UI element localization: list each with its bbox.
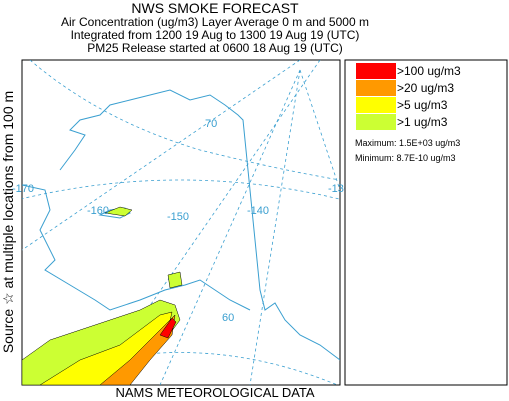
- map-label: -150: [167, 211, 189, 223]
- smoke: [21, 206, 183, 386]
- subtitle: Air Concentration (ug/m3) Layer Average …: [61, 15, 369, 29]
- map-frame: [21, 59, 341, 386]
- meridian: [22, 60, 301, 251]
- legend-label: >20 ug/m3: [397, 81, 454, 95]
- minimum: Minimum: 8.7E-10 ug/m3: [355, 153, 456, 163]
- legend-swatch: [356, 97, 396, 113]
- map-label: -140: [247, 205, 269, 217]
- legend-swatch: [356, 114, 396, 130]
- subtitle: PM25 Release started at 0600 18 Aug 19 (…: [87, 41, 342, 55]
- parallel: [29, 60, 340, 181]
- map-label: -170: [12, 183, 34, 195]
- map-label: -160: [87, 205, 109, 217]
- footer: NAMS METEOROLOGICAL DATA: [115, 385, 314, 400]
- legend-label: >5 ug/m3: [397, 98, 448, 112]
- title: NWS SMOKE FORECAST: [131, 0, 299, 16]
- legend-label: >100 ug/m3: [397, 64, 461, 78]
- coastline: [22, 184, 251, 311]
- parallel: [22, 179, 340, 200]
- source-label: Source ☆ at multiple locations from 100 …: [0, 91, 16, 353]
- legend-swatch: [356, 80, 396, 96]
- coastline: [59, 89, 340, 361]
- legend-swatch: [356, 63, 396, 79]
- maximum: Maximum: 1.5E+03 ug/m3: [355, 138, 460, 148]
- legend-label: >1 ug/m3: [397, 115, 448, 129]
- meridian: [249, 69, 301, 385]
- map-label: 70: [205, 118, 217, 130]
- map-label: 60: [222, 312, 234, 324]
- legend: >100 ug/m3 >20 ug/m3 >5 ug/m3 >1 ug/m3: [356, 63, 461, 130]
- subtitle: Integrated from 1200 19 Aug to 1300 19 A…: [71, 28, 360, 42]
